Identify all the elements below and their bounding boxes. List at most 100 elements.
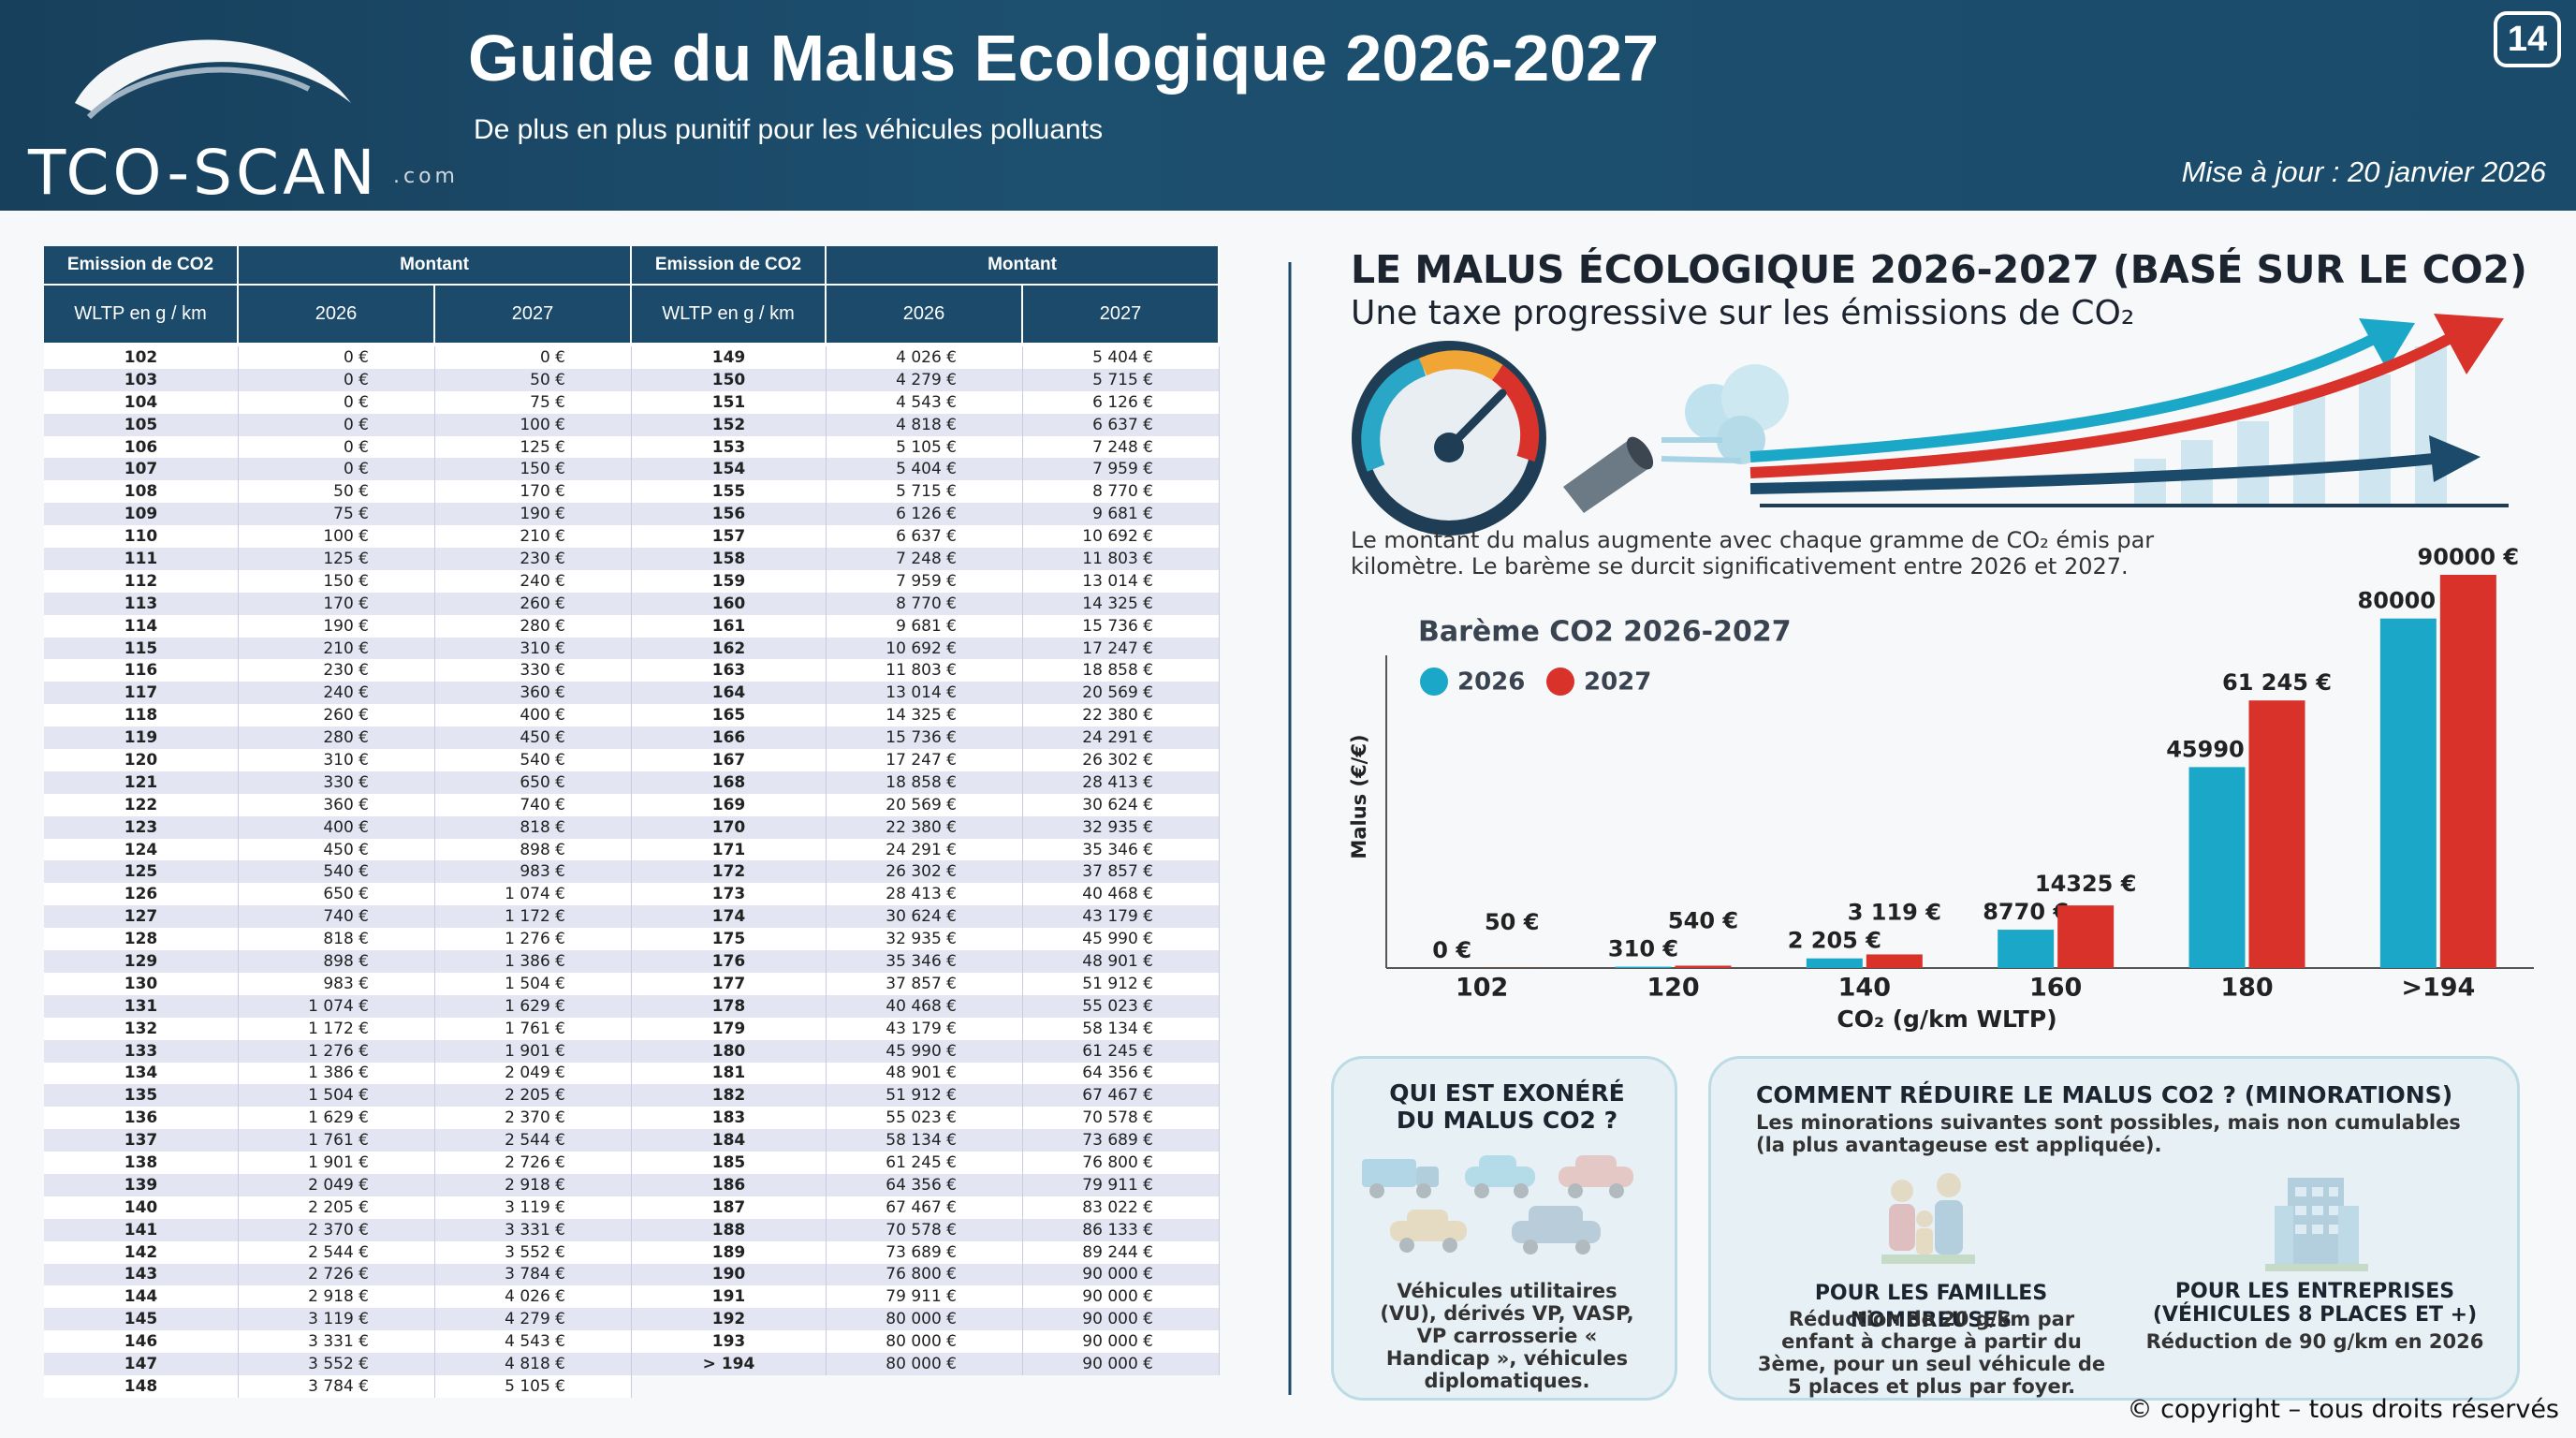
co2-cell: 106 [44, 435, 239, 459]
amount-cell: 64 356 € [827, 1173, 1023, 1196]
co2-cell: 120 [44, 749, 239, 771]
co2-cell: 132 [44, 1017, 239, 1040]
amount-cell: 43 179 € [1023, 905, 1220, 929]
table-row: 115 210 €310 € [44, 637, 632, 660]
amount-cell: 58 134 € [827, 1129, 1023, 1152]
co2-cell: 149 [632, 346, 827, 369]
amount-cell: 14 325 € [827, 704, 1023, 727]
co2-cell: 148 [44, 1374, 239, 1398]
amount-cell: 80 000 € [827, 1330, 1023, 1354]
table-row: 104 0 €75 € [44, 390, 632, 414]
table-row: 151 4 543 €6 126 € [632, 390, 1220, 414]
amount-cell: 150 € [239, 569, 435, 593]
co2-cell: 170 [632, 815, 827, 839]
table-row: 113 170 €260 € [44, 592, 632, 615]
amount-cell: 4 543 € [435, 1330, 632, 1354]
value-label: 310 € [1608, 936, 1678, 962]
co2-cell: 160 [632, 592, 827, 615]
amount-cell: 80 000 € [827, 1353, 1023, 1375]
page-number: 14 [2508, 20, 2547, 59]
header-bar [0, 0, 2576, 211]
table-row: 193 80 000 €90 000 € [632, 1330, 1220, 1354]
co2-cell: 140 [44, 1196, 239, 1219]
amount-cell: 170 € [239, 592, 435, 615]
amount-cell: 55 023 € [827, 1107, 1023, 1130]
amount-cell: 76 800 € [827, 1263, 1023, 1286]
amount-cell: 2 049 € [239, 1173, 435, 1196]
amount-cell: 22 380 € [1023, 704, 1220, 727]
table-row: 111 125 €230 € [44, 548, 632, 570]
table-row: 121 330 €650 € [44, 770, 632, 794]
chart-title: Barème CO2 2026-2027 [1418, 616, 1792, 649]
families-body: Réduction de 20 g/km par enfant à charge… [1757, 1308, 2106, 1398]
amount-cell: 1 386 € [239, 1062, 435, 1085]
amount-cell: 9 681 € [1023, 503, 1220, 526]
co2-cell: 191 [632, 1285, 827, 1309]
table-row: 154 5 404 €7 959 € [632, 458, 1220, 481]
exempt-body: Véhicules utilitaires (VU), dérivés VP, … [1380, 1280, 1634, 1392]
co2-cell: 161 [632, 614, 827, 638]
amount-cell: 5 715 € [827, 480, 1023, 504]
amount-cell: 37 857 € [1023, 860, 1220, 884]
co2-cell: 133 [44, 1039, 239, 1063]
amount-cell: 2 726 € [239, 1263, 435, 1286]
y-axis-label: Malus (€/€) [1348, 734, 1370, 858]
table-body: 102 0 €0 €103 0 €50 €104 0 €75 €105 0 €100 €… [44, 346, 632, 1398]
amount-cell: 4 026 € [827, 346, 1023, 369]
amount-cell: 1 074 € [239, 994, 435, 1018]
co2-cell: 139 [44, 1173, 239, 1196]
amount-cell: 450 € [435, 726, 632, 750]
co2-cell: 130 [44, 972, 239, 995]
co2-cell: 193 [632, 1330, 827, 1354]
header-row: Emission de CO2 Montant [44, 246, 632, 284]
amount-cell: 125 € [435, 435, 632, 459]
table-row: 141 2 370 €3 331 € [44, 1218, 632, 1241]
table-row: 128 818 €1 276 € [44, 928, 632, 951]
co2-cell: > 194 [632, 1353, 827, 1375]
amount-cell: 450 € [239, 838, 435, 861]
co2-cell: 167 [632, 749, 827, 771]
co2-cell: 128 [44, 928, 239, 951]
amount-cell: 48 901 € [1023, 950, 1220, 973]
co2-cell: 103 [44, 368, 239, 391]
amount-cell: 35 346 € [1023, 838, 1220, 861]
co2-cell: 102 [44, 346, 239, 369]
co2-cell: 146 [44, 1330, 239, 1354]
amount-cell: 740 € [239, 905, 435, 929]
amount-cell: 13 014 € [1023, 569, 1220, 593]
table-row: 188 70 578 €86 133 € [632, 1218, 1220, 1241]
bar [1675, 965, 1732, 968]
co2-cell: 178 [632, 994, 827, 1018]
amount-cell: 330 € [239, 770, 435, 794]
table-row: 119 280 €450 € [44, 726, 632, 750]
amount-cell: 2 205 € [239, 1196, 435, 1219]
table-row: 117 240 €360 € [44, 682, 632, 705]
amount-cell: 1 629 € [435, 994, 632, 1018]
table-row: 129 898 €1 386 € [44, 950, 632, 973]
table-row: 105 0 €100 € [44, 413, 632, 436]
co2-cell: 169 [632, 793, 827, 816]
table-row: 192 80 000 €90 000 € [632, 1308, 1220, 1331]
co2-cell: 187 [632, 1196, 827, 1219]
table-row: 178 40 468 €55 023 € [632, 994, 1220, 1018]
amount-cell: 740 € [435, 793, 632, 816]
value-label: 0 € [1432, 937, 1471, 963]
co2-cell: 112 [44, 569, 239, 593]
table-row: 181 48 901 €64 356 € [632, 1062, 1220, 1085]
amount-cell: 2 205 € [435, 1084, 632, 1108]
value-label: 3 119 € [1848, 900, 1941, 926]
amount-cell: 0 € [239, 413, 435, 436]
amount-cell: 5 404 € [827, 458, 1023, 481]
x-tick-label: 102 [1456, 974, 1508, 1003]
amount-cell: 540 € [435, 749, 632, 771]
x-tick-label: >194 [2401, 974, 2475, 1003]
amount-cell: 6 637 € [1023, 413, 1220, 436]
co2-cell: 108 [44, 480, 239, 504]
amount-cell: 10 692 € [827, 637, 1023, 660]
table-row: 108 50 €170 € [44, 480, 632, 504]
amount-cell: 67 467 € [827, 1196, 1023, 1219]
amount-cell: 1 074 € [435, 883, 632, 906]
co2-cell: 115 [44, 637, 239, 660]
amount-cell: 50 € [239, 480, 435, 504]
amount-cell: 45 990 € [827, 1039, 1023, 1063]
